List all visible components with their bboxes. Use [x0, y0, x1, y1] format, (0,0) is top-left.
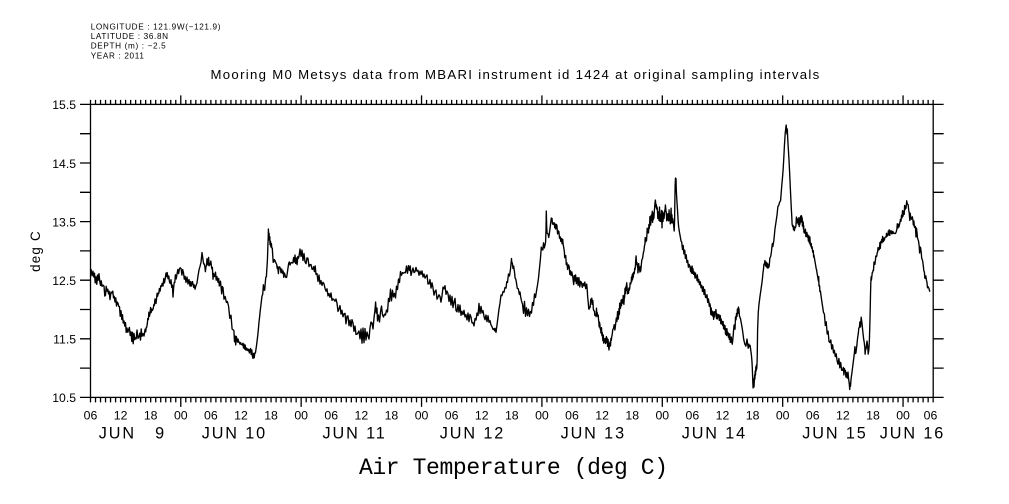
svg-text:06: 06	[565, 409, 579, 423]
svg-text:JUN 9: JUN 9	[99, 425, 166, 443]
svg-text:18: 18	[144, 409, 158, 423]
svg-text:DEPTH (m) : −2.5: DEPTH (m) : −2.5	[91, 42, 167, 51]
svg-text:JUN 14: JUN 14	[682, 425, 747, 443]
svg-text:LATITUDE : 36.8N: LATITUDE : 36.8N	[91, 32, 169, 41]
svg-text:JUN 15: JUN 15	[802, 425, 867, 443]
svg-text:00: 00	[896, 409, 910, 423]
svg-text:18: 18	[746, 409, 760, 423]
svg-text:00: 00	[655, 409, 669, 423]
svg-text:12: 12	[234, 409, 248, 423]
svg-text:JUN 10: JUN 10	[202, 425, 267, 443]
svg-text:JUN 13: JUN 13	[561, 425, 626, 443]
svg-text:14.5: 14.5	[52, 157, 76, 171]
svg-text:Mooring M0 Metsys data from MB: Mooring M0 Metsys data from MBARI instru…	[211, 67, 821, 82]
svg-text:JUN 11: JUN 11	[323, 425, 387, 443]
svg-text:JUN 16: JUN 16	[880, 425, 945, 443]
svg-text:deg C: deg C	[28, 230, 43, 272]
svg-text:18: 18	[625, 409, 639, 423]
svg-text:12: 12	[716, 409, 730, 423]
svg-text:12: 12	[475, 409, 489, 423]
svg-text:06: 06	[686, 409, 700, 423]
svg-text:06: 06	[204, 409, 218, 423]
svg-text:18: 18	[385, 409, 399, 423]
svg-text:18: 18	[505, 409, 519, 423]
svg-text:Air Temperature (deg C): Air Temperature (deg C)	[359, 455, 668, 481]
svg-text:00: 00	[294, 409, 308, 423]
svg-text:00: 00	[535, 409, 549, 423]
svg-text:00: 00	[174, 409, 188, 423]
svg-text:06: 06	[806, 409, 820, 423]
svg-text:11.5: 11.5	[53, 333, 76, 347]
svg-text:YEAR : 2011: YEAR : 2011	[91, 51, 145, 60]
svg-text:06: 06	[324, 409, 338, 423]
svg-text:JUN 12: JUN 12	[440, 425, 505, 443]
svg-text:12: 12	[114, 409, 128, 423]
svg-text:12: 12	[595, 409, 609, 423]
svg-text:13.5: 13.5	[52, 215, 76, 229]
svg-text:06: 06	[445, 409, 459, 423]
svg-text:18: 18	[264, 409, 278, 423]
svg-text:00: 00	[415, 409, 429, 423]
svg-text:15.5: 15.5	[52, 98, 76, 112]
svg-text:06: 06	[924, 409, 938, 423]
svg-text:12: 12	[836, 409, 850, 423]
svg-text:12: 12	[355, 409, 369, 423]
svg-text:LONGITUDE : 121.9W(−121.9): LONGITUDE : 121.9W(−121.9)	[91, 23, 221, 32]
svg-text:12.5: 12.5	[52, 274, 76, 288]
svg-text:18: 18	[866, 409, 880, 423]
svg-text:00: 00	[776, 409, 790, 423]
svg-text:10.5: 10.5	[52, 391, 76, 405]
svg-text:06: 06	[84, 409, 98, 423]
